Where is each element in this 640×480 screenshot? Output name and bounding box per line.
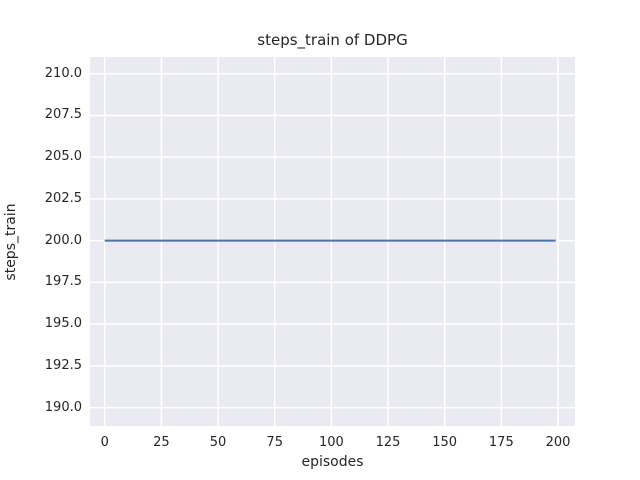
chart-title: steps_train of DDPG bbox=[257, 31, 408, 49]
y-tick-label: 207.5 bbox=[44, 107, 82, 123]
x-tick-label: 175 bbox=[488, 435, 514, 450]
plot-area bbox=[90, 57, 575, 426]
plot-canvas bbox=[90, 57, 575, 426]
x-tick-label: 25 bbox=[153, 435, 170, 450]
y-tick-label: 197.5 bbox=[44, 274, 82, 290]
x-tick-label: 200 bbox=[545, 435, 571, 450]
x-tick-label: 125 bbox=[375, 435, 401, 450]
y-tick-label: 200.0 bbox=[44, 232, 82, 248]
x-tick-label: 50 bbox=[209, 435, 227, 450]
y-tick-label: 210.0 bbox=[44, 65, 82, 81]
y-tick-label: 205.0 bbox=[44, 149, 82, 165]
y-tick-label: 195.0 bbox=[44, 316, 82, 332]
x-tick-label: 75 bbox=[266, 435, 283, 450]
x-tick-label: 100 bbox=[318, 435, 344, 450]
x-tick-label: 0 bbox=[100, 435, 109, 450]
x-tick-label: 150 bbox=[432, 435, 458, 450]
y-tick-label: 192.5 bbox=[44, 357, 82, 373]
y-tick-label: 190.0 bbox=[44, 399, 82, 415]
y-tick-label: 202.5 bbox=[44, 190, 82, 206]
x-axis-label: episodes bbox=[301, 454, 364, 470]
